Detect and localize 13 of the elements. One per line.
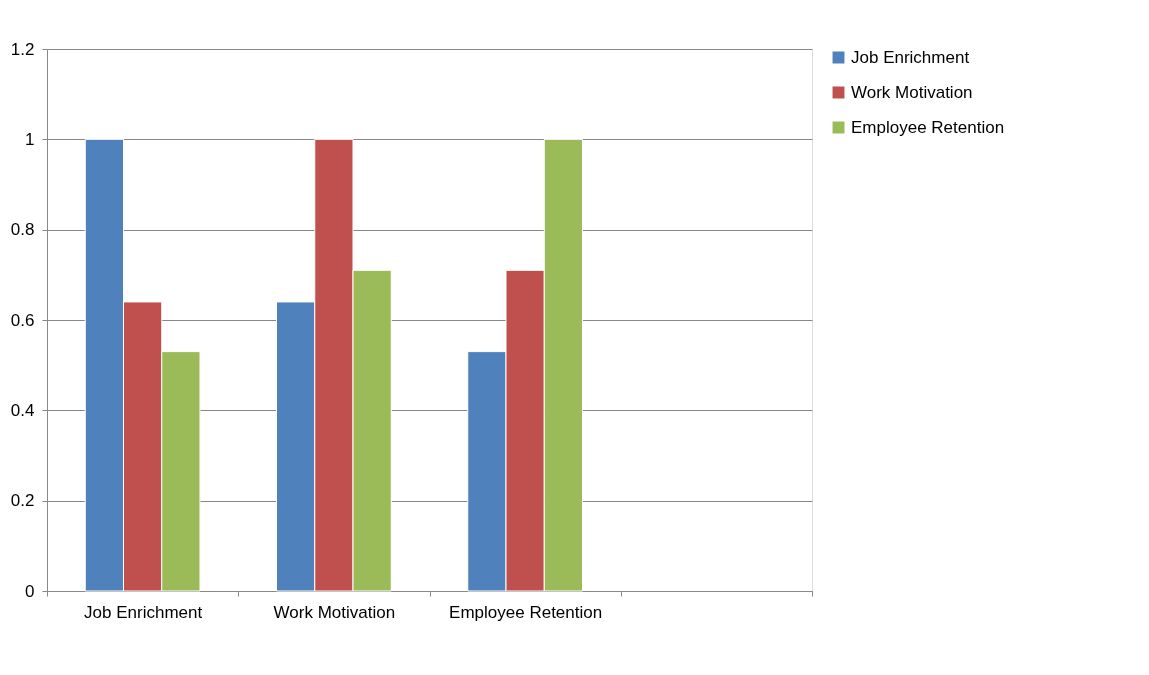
x-tick-label: Employee Retention <box>449 602 603 622</box>
legend-label: Job Enrichment <box>851 47 970 67</box>
legend-label: Employee Retention <box>851 117 1005 137</box>
y-tick-label: 0.4 <box>10 400 35 420</box>
legend-label: Work Motivation <box>851 82 973 102</box>
y-tick-label: 0.8 <box>10 220 35 240</box>
y-tick-label: 0.6 <box>10 310 35 330</box>
y-tick-label: 0 <box>25 581 35 601</box>
y-tick-label: 1.2 <box>10 39 35 59</box>
x-tick-label: Work Motivation <box>273 602 396 622</box>
y-tick-label: 1 <box>25 129 35 149</box>
x-tick-label: Job Enrichment <box>84 602 203 622</box>
y-tick-label: 0.2 <box>10 491 35 511</box>
